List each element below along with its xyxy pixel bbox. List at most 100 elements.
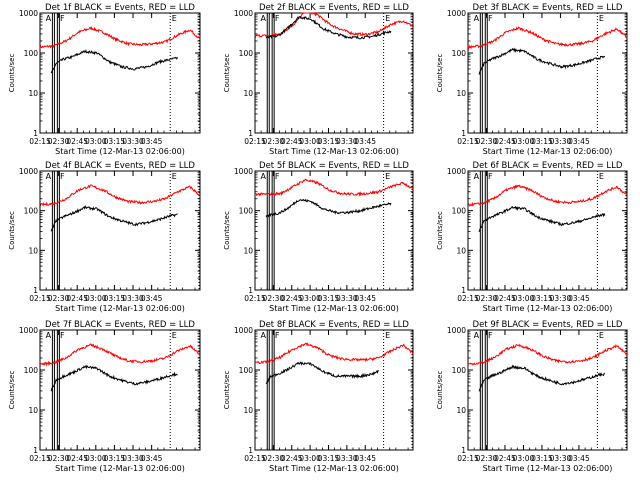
y-tick-label: 1	[33, 129, 38, 138]
x-axis-label: Start Time (12-Mar-13 02:06:00)	[55, 147, 185, 156]
panel-title: Det 4f BLACK = Events, RED = LLD	[45, 161, 195, 171]
y-tick-label: 100	[452, 207, 467, 216]
marker-label-e: E	[172, 14, 177, 23]
x-tick-label: 03:30	[122, 137, 144, 146]
y-tick-label: 100	[239, 366, 254, 375]
marker-label-e: E	[599, 331, 604, 340]
x-tick-label: 03:45	[568, 294, 590, 303]
y-tick-label: 10	[456, 406, 466, 415]
marker-label-e: E	[172, 172, 177, 181]
y-tick-label: 10	[28, 406, 38, 415]
x-tick-label: 03:45	[141, 454, 163, 463]
x-tick-label: 02:15	[29, 454, 51, 463]
y-tick-label: 100	[24, 49, 39, 58]
x-tick-label: 02:30	[263, 137, 285, 146]
series-events-line	[265, 16, 392, 40]
panel-det-1: Det 1f BLACK = Events, RED = LLD 1 10 100 10…	[8, 3, 201, 156]
marker-label-f: F	[60, 331, 65, 340]
marker-label-a: A	[261, 14, 267, 23]
plot-frame	[254, 329, 414, 451]
x-tick-label: 03:30	[336, 294, 358, 303]
x-axis-label: Start Time (12-Mar-13 02:06:00)	[269, 464, 399, 473]
marker-label-a: A	[261, 172, 267, 181]
marker-label-a: A	[474, 14, 480, 23]
series-lld-line	[467, 343, 628, 366]
series-lld-line	[254, 178, 414, 197]
x-tick-label: 02:15	[244, 454, 266, 463]
panel-det-3: Det 3f BLACK = Events, RED = LLD 1 10 100 10…	[436, 3, 628, 156]
x-tick-label: 02:30	[476, 294, 498, 303]
y-tick-label: 10	[243, 89, 253, 98]
marker-label-a: A	[261, 331, 267, 340]
x-tick-label: 02:45	[66, 294, 88, 303]
y-tick-label: 10	[28, 89, 38, 98]
x-tick-label: 03:30	[336, 454, 358, 463]
plot-frame	[254, 12, 414, 134]
panel-title: Det 8f BLACK = Events, RED = LLD	[259, 320, 409, 330]
marker-label-f: F	[488, 172, 493, 181]
marker-label-a: A	[46, 331, 52, 340]
x-tick-label: 03:00	[513, 454, 535, 463]
x-tick-label: 02:45	[281, 294, 303, 303]
y-tick-label: 100	[239, 49, 254, 58]
marker-label-a: A	[474, 331, 480, 340]
series-lld-line	[467, 26, 627, 51]
series-lld-line	[254, 342, 414, 365]
y-tick-label: 1000	[19, 326, 38, 335]
marker-label-e: E	[172, 331, 177, 340]
y-tick-label: 1	[33, 286, 38, 295]
x-tick-label: 03:45	[568, 454, 590, 463]
x-tick-label: 02:15	[457, 137, 479, 146]
y-tick-label: 1000	[447, 167, 466, 176]
x-tick-label: 02:15	[244, 137, 266, 146]
x-tick-label: 02:30	[48, 454, 70, 463]
y-axis-label: Counts/sec	[8, 211, 16, 250]
series-events-line	[265, 361, 379, 385]
y-tick-label: 10	[28, 246, 38, 255]
x-tick-label: 02:30	[48, 294, 70, 303]
plot-frame	[39, 12, 201, 134]
x-tick-label: 03:15	[318, 454, 340, 463]
marker-label-a: A	[46, 14, 52, 23]
x-tick-label: 03:00	[299, 137, 321, 146]
panel-title: Det 3f BLACK = Events, RED = LLD	[473, 3, 623, 13]
x-tick-label: 03:30	[550, 454, 572, 463]
series-events-line	[50, 205, 178, 232]
marker-label-f: F	[60, 172, 65, 181]
x-tick-label: 03:00	[513, 137, 535, 146]
marker-label-e: E	[385, 172, 390, 181]
series-lld-line	[254, 12, 414, 39]
x-axis-label: Start Time (12-Mar-13 02:06:00)	[55, 304, 185, 313]
marker-label-e: E	[385, 331, 390, 340]
x-tick-label: 02:45	[281, 454, 303, 463]
series-lld-line	[39, 343, 201, 367]
y-tick-label: 10	[456, 246, 466, 255]
x-tick-label: 03:15	[104, 294, 126, 303]
y-axis-label: Counts/sec	[8, 54, 16, 93]
x-tick-label: 02:30	[263, 294, 285, 303]
x-tick-label: 03:00	[85, 454, 107, 463]
marker-label-e: E	[385, 14, 390, 23]
x-tick-label: 02:30	[263, 454, 285, 463]
panel-title: Det 5f BLACK = Events, RED = LLD	[259, 161, 409, 171]
y-tick-label: 1	[248, 129, 253, 138]
y-axis-label: Counts/sec	[436, 371, 444, 410]
y-axis-label: Counts/sec	[223, 211, 231, 250]
x-axis-label: Start Time (12-Mar-13 02:06:00)	[269, 304, 399, 313]
y-tick-label: 100	[452, 49, 467, 58]
x-tick-label: 03:15	[318, 137, 340, 146]
plot-frame	[39, 329, 201, 451]
y-tick-label: 1	[248, 446, 253, 455]
panel-det-4: Det 4f BLACK = Events, RED = LLD 1 10 100 10…	[8, 161, 201, 313]
x-axis-label: Start Time (12-Mar-13 02:06:00)	[55, 464, 185, 473]
y-tick-label: 100	[239, 207, 254, 216]
y-axis-label: Counts/sec	[436, 211, 444, 250]
x-tick-label: 02:30	[476, 454, 498, 463]
panel-det-8: Det 8f BLACK = Events, RED = LLD 1 10 100 10…	[223, 320, 414, 473]
x-tick-label: 03:15	[531, 294, 553, 303]
series-events-line	[478, 205, 606, 233]
marker-label-a: A	[474, 172, 480, 181]
marker-label-f: F	[275, 172, 280, 181]
y-tick-label: 1	[33, 446, 38, 455]
